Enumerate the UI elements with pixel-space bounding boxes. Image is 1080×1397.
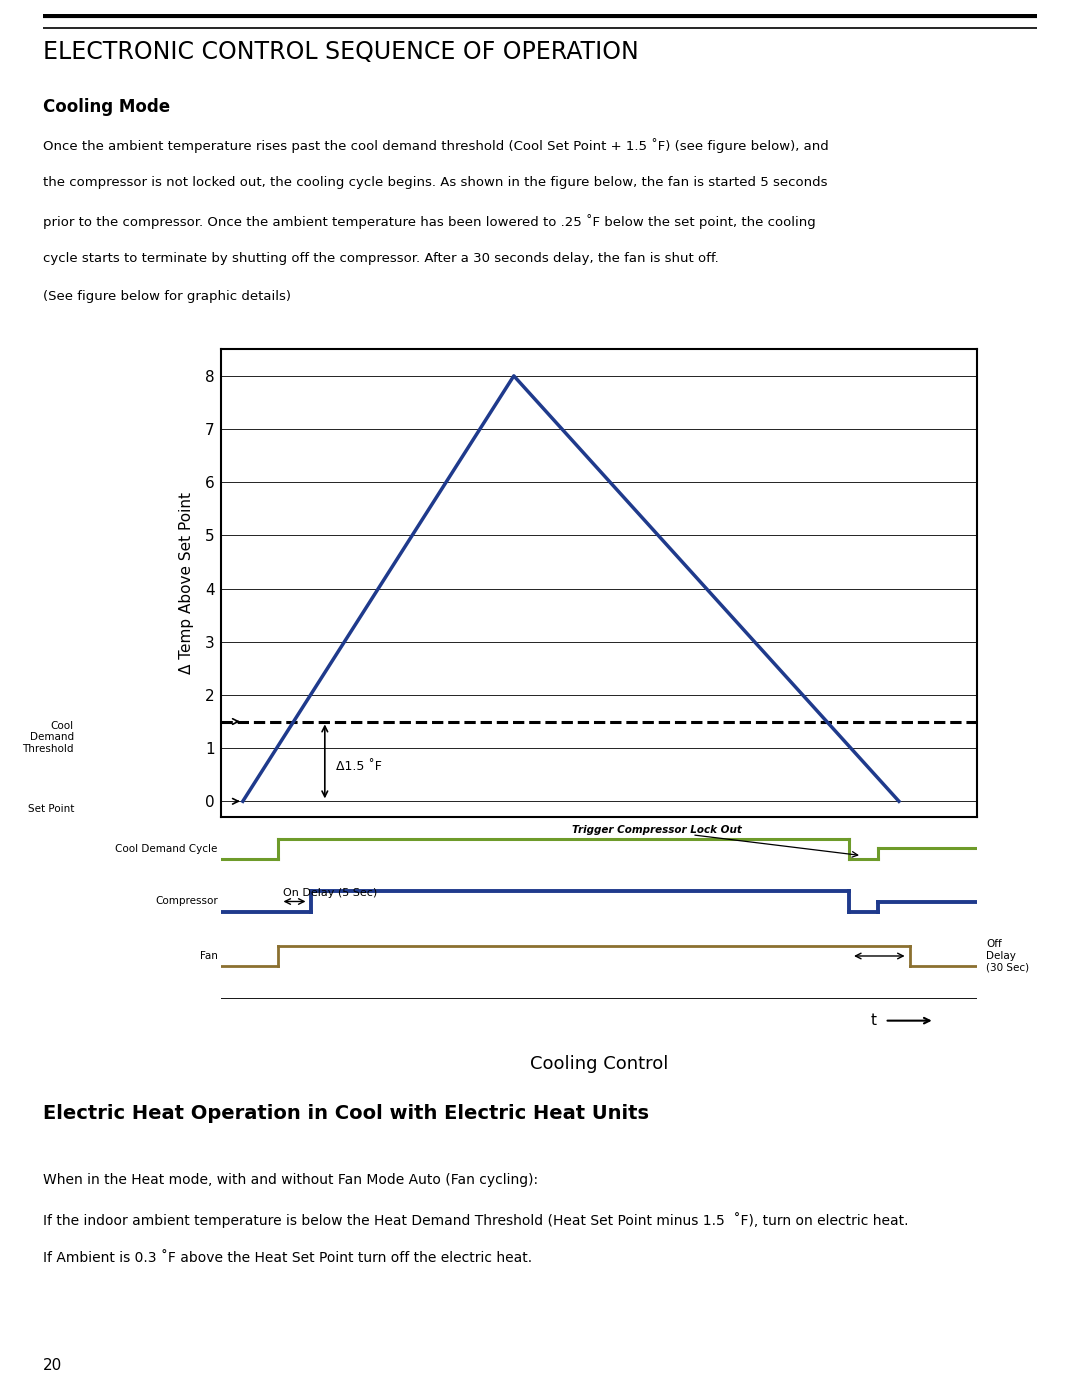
Y-axis label: Δ Temp Above Set Point: Δ Temp Above Set Point: [178, 492, 193, 675]
Text: ELECTRONIC CONTROL SEQUENCE OF OPERATION: ELECTRONIC CONTROL SEQUENCE OF OPERATION: [43, 41, 639, 64]
Text: Cool Demand Cycle: Cool Demand Cycle: [116, 844, 218, 854]
Text: Fan: Fan: [200, 951, 218, 961]
Text: cycle starts to terminate by shutting off the compressor. After a 30 seconds del: cycle starts to terminate by shutting of…: [43, 251, 719, 265]
Text: the compressor is not locked out, the cooling cycle begins. As shown in the figu: the compressor is not locked out, the co…: [43, 176, 827, 189]
Text: prior to the compressor. Once the ambient temperature has been lowered to .25 ˚F: prior to the compressor. Once the ambien…: [43, 214, 816, 229]
Text: Once the ambient temperature rises past the cool demand threshold (Cool Set Poin: Once the ambient temperature rises past …: [43, 138, 829, 154]
Text: Compressor: Compressor: [156, 897, 218, 907]
Text: t: t: [870, 1013, 877, 1028]
Text: Cooling Mode: Cooling Mode: [43, 98, 171, 116]
Text: When in the Heat mode, with and without Fan Mode Auto (Fan cycling):: When in the Heat mode, with and without …: [43, 1173, 538, 1187]
Text: Δ1.5 ˚F: Δ1.5 ˚F: [336, 760, 381, 773]
Text: Cool
Demand
Threshold: Cool Demand Threshold: [23, 721, 73, 754]
Text: (See figure below for graphic details): (See figure below for graphic details): [43, 291, 292, 303]
Text: On Delay (5 Sec): On Delay (5 Sec): [283, 887, 378, 898]
Text: Trigger Compressor Lock Out: Trigger Compressor Lock Out: [571, 824, 741, 835]
Text: If the indoor ambient temperature is below the Heat Demand Threshold (Heat Set P: If the indoor ambient temperature is bel…: [43, 1211, 908, 1228]
Text: If Ambient is 0.3 ˚F above the Heat Set Point turn off the electric heat.: If Ambient is 0.3 ˚F above the Heat Set …: [43, 1250, 532, 1264]
Text: Set Point: Set Point: [28, 803, 73, 814]
Text: Off
Delay
(30 Sec): Off Delay (30 Sec): [986, 939, 1029, 972]
Text: Electric Heat Operation in Cool with Electric Heat Units: Electric Heat Operation in Cool with Ele…: [43, 1104, 649, 1123]
Text: 20: 20: [43, 1358, 63, 1373]
Text: Cooling Control: Cooling Control: [530, 1055, 669, 1073]
